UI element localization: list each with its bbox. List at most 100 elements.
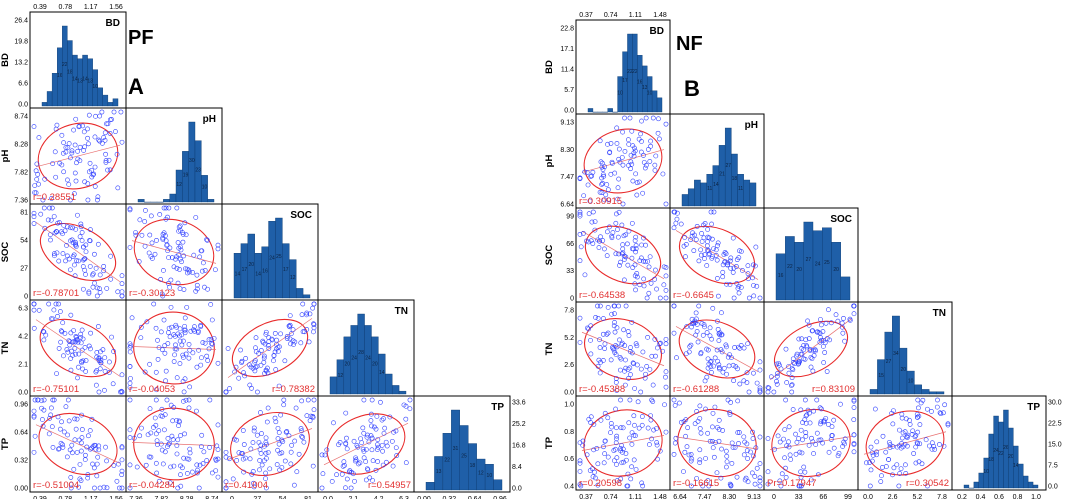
data-point <box>578 244 584 250</box>
data-point <box>379 442 385 448</box>
data-point <box>92 134 98 140</box>
data-point <box>741 434 747 440</box>
data-point <box>588 414 594 420</box>
data-point <box>59 132 65 138</box>
data-point <box>67 225 73 231</box>
data-point <box>51 214 57 219</box>
data-point <box>660 348 666 354</box>
data-point <box>174 443 180 448</box>
data-point <box>815 472 821 478</box>
data-point <box>204 237 210 243</box>
data-point <box>119 457 125 463</box>
data-point <box>611 323 617 329</box>
data-point <box>605 187 611 193</box>
data-point <box>779 471 785 477</box>
data-point <box>273 341 279 347</box>
data-point <box>286 433 292 439</box>
data-point <box>165 341 171 346</box>
data-point <box>180 239 186 245</box>
data-point <box>34 161 40 167</box>
data-point <box>584 170 590 175</box>
histogram-count: 20 <box>344 361 350 367</box>
data-point <box>71 466 77 472</box>
histogram-count: 22 <box>787 264 793 270</box>
data-point <box>49 205 55 211</box>
data-point <box>621 233 627 239</box>
data-point <box>738 285 744 290</box>
data-point <box>715 243 720 248</box>
data-point <box>745 263 751 269</box>
data-point <box>642 259 648 265</box>
data-point <box>615 196 621 202</box>
data-point <box>647 159 653 164</box>
data-point <box>90 284 96 290</box>
data-point <box>38 211 44 217</box>
data-point <box>87 428 93 433</box>
data-point <box>816 330 822 336</box>
data-point <box>783 465 788 471</box>
histogram-count: 11 <box>707 186 712 192</box>
data-point <box>159 291 165 297</box>
data-point <box>641 276 647 282</box>
data-point <box>227 456 232 462</box>
data-point <box>632 273 638 279</box>
data-point <box>753 445 759 451</box>
data-point <box>765 481 771 487</box>
data-point <box>744 448 750 454</box>
data-point <box>40 417 45 422</box>
data-point <box>614 436 619 442</box>
histogram-bar <box>97 87 103 107</box>
data-point <box>85 472 91 477</box>
data-point <box>153 397 159 403</box>
data-point <box>378 399 383 405</box>
data-point <box>639 414 645 419</box>
data-point <box>829 424 835 430</box>
data-point <box>163 368 169 374</box>
data-point <box>600 172 606 178</box>
data-point <box>72 262 77 268</box>
data-point <box>651 427 657 433</box>
data-point <box>615 185 621 191</box>
data-point <box>765 436 771 441</box>
data-point <box>786 424 792 430</box>
data-point <box>168 277 174 283</box>
data-point <box>190 350 196 356</box>
data-point <box>88 330 93 336</box>
data-point <box>370 458 376 464</box>
data-point <box>51 251 57 257</box>
data-point <box>97 272 103 278</box>
data-point <box>79 347 85 353</box>
variable-name-bd: BD <box>106 18 120 29</box>
data-point <box>613 220 619 226</box>
data-point <box>160 461 166 467</box>
confidence-ellipse <box>773 320 849 378</box>
data-point <box>288 331 294 337</box>
data-point <box>671 397 677 403</box>
data-point <box>96 137 102 143</box>
data-point <box>626 333 632 338</box>
data-point <box>608 171 614 177</box>
data-point <box>577 340 583 345</box>
data-point <box>207 445 212 450</box>
left-tick-label: 54 <box>20 238 28 245</box>
data-point <box>803 433 809 439</box>
data-point <box>702 220 708 226</box>
data-point <box>894 462 900 468</box>
data-point <box>727 282 733 287</box>
bottom-tick-label: 27 <box>253 496 261 499</box>
data-point <box>724 281 729 287</box>
data-point <box>831 445 837 451</box>
data-point <box>31 325 37 331</box>
data-point <box>85 475 91 481</box>
histogram-count: 18 <box>732 176 738 182</box>
histogram-count: 25 <box>461 454 467 460</box>
fit-line <box>675 436 759 450</box>
data-point <box>163 378 168 384</box>
data-point <box>341 459 347 465</box>
data-point <box>300 301 306 307</box>
data-point <box>53 126 59 132</box>
data-point <box>60 231 65 237</box>
data-point <box>609 424 615 430</box>
bottom-tick-label: 1.48 <box>653 494 667 499</box>
data-point <box>154 438 160 444</box>
